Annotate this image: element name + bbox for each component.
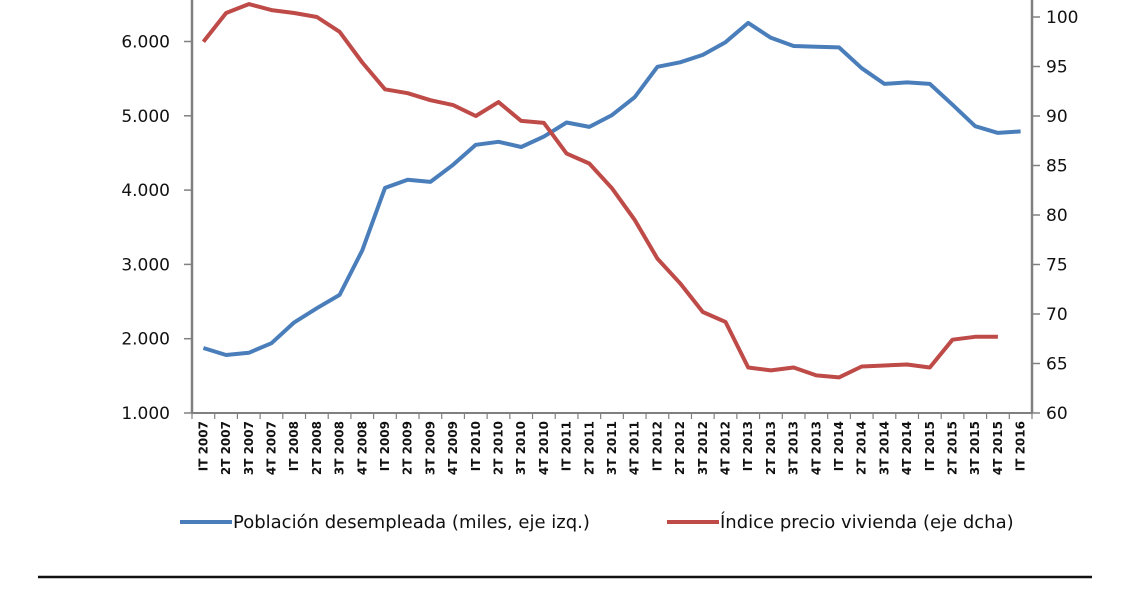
x-tick-label: 4T 2011: [628, 421, 642, 475]
x-tick-label: 3T 2014: [877, 421, 891, 475]
legend-label-unemployed: Población desempleada (miles, eje izq.): [233, 512, 590, 533]
right-tick-label: 65: [1046, 355, 1068, 375]
x-tick-label: 2T 2010: [491, 421, 505, 475]
x-tick-label: 4T 2012: [719, 421, 733, 475]
x-tick-label: 4T 2010: [537, 421, 551, 475]
right-tick-label: 100: [1046, 8, 1078, 28]
legend-label-house-price: Índice precio vivienda (eje dcha): [720, 511, 1014, 533]
x-tick-label: 2T 2008: [310, 421, 324, 475]
x-tick-label: IT 2010: [469, 421, 483, 471]
left-tick-label: 2.000: [121, 330, 170, 350]
x-tick-label: IT 2009: [378, 421, 392, 471]
right-tick-label: 90: [1046, 107, 1068, 127]
left-tick-label: 1.000: [121, 404, 170, 424]
x-tick-label: 4T 2015: [991, 421, 1005, 475]
x-tick-label: IT 2012: [650, 421, 664, 471]
left-tick-label: 5.000: [121, 107, 170, 127]
x-tick-label: 3T 2012: [696, 421, 710, 475]
legend: Población desempleada (miles, eje izq.) …: [180, 511, 1014, 533]
x-tick-label: 2T 2007: [219, 421, 233, 475]
x-tick-label: 3T 2010: [514, 421, 528, 475]
x-tick-label: 4T 2008: [355, 421, 369, 475]
series-line-house-price: [201, 2, 998, 380]
x-tick-label: IT 2016: [1014, 421, 1028, 471]
left-tick-label: 4.000: [121, 181, 170, 201]
left-tick-label: 3.000: [121, 255, 170, 275]
right-tick-label: 80: [1046, 206, 1068, 226]
x-tick-label: 2T 2013: [764, 421, 778, 475]
x-tick-label: 3T 2011: [605, 421, 619, 475]
right-tick-label: 75: [1046, 256, 1068, 276]
x-tick-label: 2T 2015: [946, 421, 960, 475]
x-tick-label: 3T 2015: [968, 421, 982, 475]
x-tick-label: IT 2014: [832, 421, 846, 471]
x-tick-label: 4T 2009: [446, 421, 460, 475]
right-tick-label: 85: [1046, 157, 1068, 177]
x-tick-label: 2T 2012: [673, 421, 687, 475]
x-tick-label: 2T 2011: [582, 421, 596, 475]
x-tick-label: IT 2007: [196, 421, 210, 471]
x-tick-label: 4T 2007: [264, 421, 278, 475]
x-tick-label: 4T 2014: [900, 421, 914, 475]
x-tick-label: 4T 2013: [809, 421, 823, 475]
x-tick-label: 2T 2009: [401, 421, 415, 475]
x-tick-label: IT 2011: [560, 421, 574, 471]
right-tick-label: 95: [1046, 58, 1068, 78]
right-tick-label: 60: [1046, 404, 1068, 424]
left-tick-label: 6.000: [121, 33, 170, 53]
x-tick-label: IT 2015: [923, 421, 937, 471]
right-tick-label: 70: [1046, 305, 1068, 325]
x-tick-label: IT 2013: [741, 421, 755, 471]
x-tick-label: 3T 2009: [423, 421, 437, 475]
x-tick-label: 3T 2008: [333, 421, 347, 475]
x-tick-label: 3T 2007: [242, 421, 256, 475]
x-tick-label: IT 2008: [287, 421, 301, 471]
x-tick-label: 3T 2013: [787, 421, 801, 475]
x-tick-label: 2T 2014: [855, 421, 869, 475]
